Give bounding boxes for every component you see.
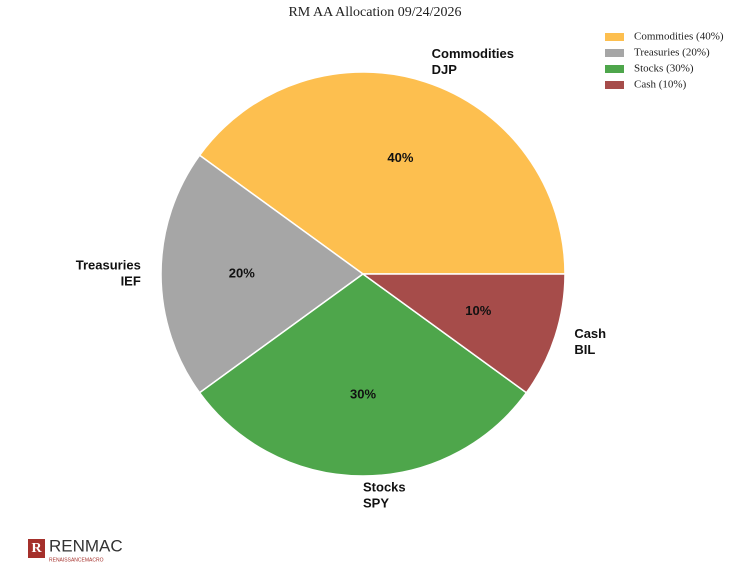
chart-title: RM AA Allocation 09/24/2026 <box>288 5 461 20</box>
logo-icon <box>28 539 45 558</box>
logo-subtitle: RENAISSANCEMACRO <box>49 557 104 563</box>
category-label: Stocks <box>363 480 406 495</box>
legend-label: Treasuries (20%) <box>634 47 710 59</box>
logo-glyph: R <box>31 541 42 556</box>
logo-name: RENMAC <box>49 536 123 555</box>
ticker-label: IEF <box>121 273 141 288</box>
category-label: Treasuries <box>76 257 141 272</box>
legend-swatch <box>605 65 624 73</box>
logo: R RENMAC RENAISSANCEMACRO <box>28 536 123 563</box>
category-label: Cash <box>574 326 606 341</box>
legend-label: Cash (10%) <box>634 79 687 91</box>
category-label: Commodities <box>432 46 514 61</box>
legend-label: Commodities (40%) <box>634 31 724 43</box>
legend-label: Stocks (30%) <box>634 63 694 75</box>
pie-slice <box>360 273 566 394</box>
legend-swatch <box>605 33 624 41</box>
ticker-label: SPY <box>363 496 389 511</box>
ticker-label: DJP <box>432 62 458 77</box>
value-label: 40% <box>387 150 413 165</box>
pie-slice <box>198 273 528 477</box>
pie-slice <box>160 154 365 394</box>
value-label: 10% <box>465 303 491 318</box>
ticker-label: BIL <box>574 342 595 357</box>
legend-swatch <box>605 81 624 89</box>
value-label: 20% <box>229 265 255 280</box>
pie-slice <box>198 71 566 275</box>
value-label: 30% <box>350 387 376 402</box>
legend-swatch <box>605 49 624 57</box>
